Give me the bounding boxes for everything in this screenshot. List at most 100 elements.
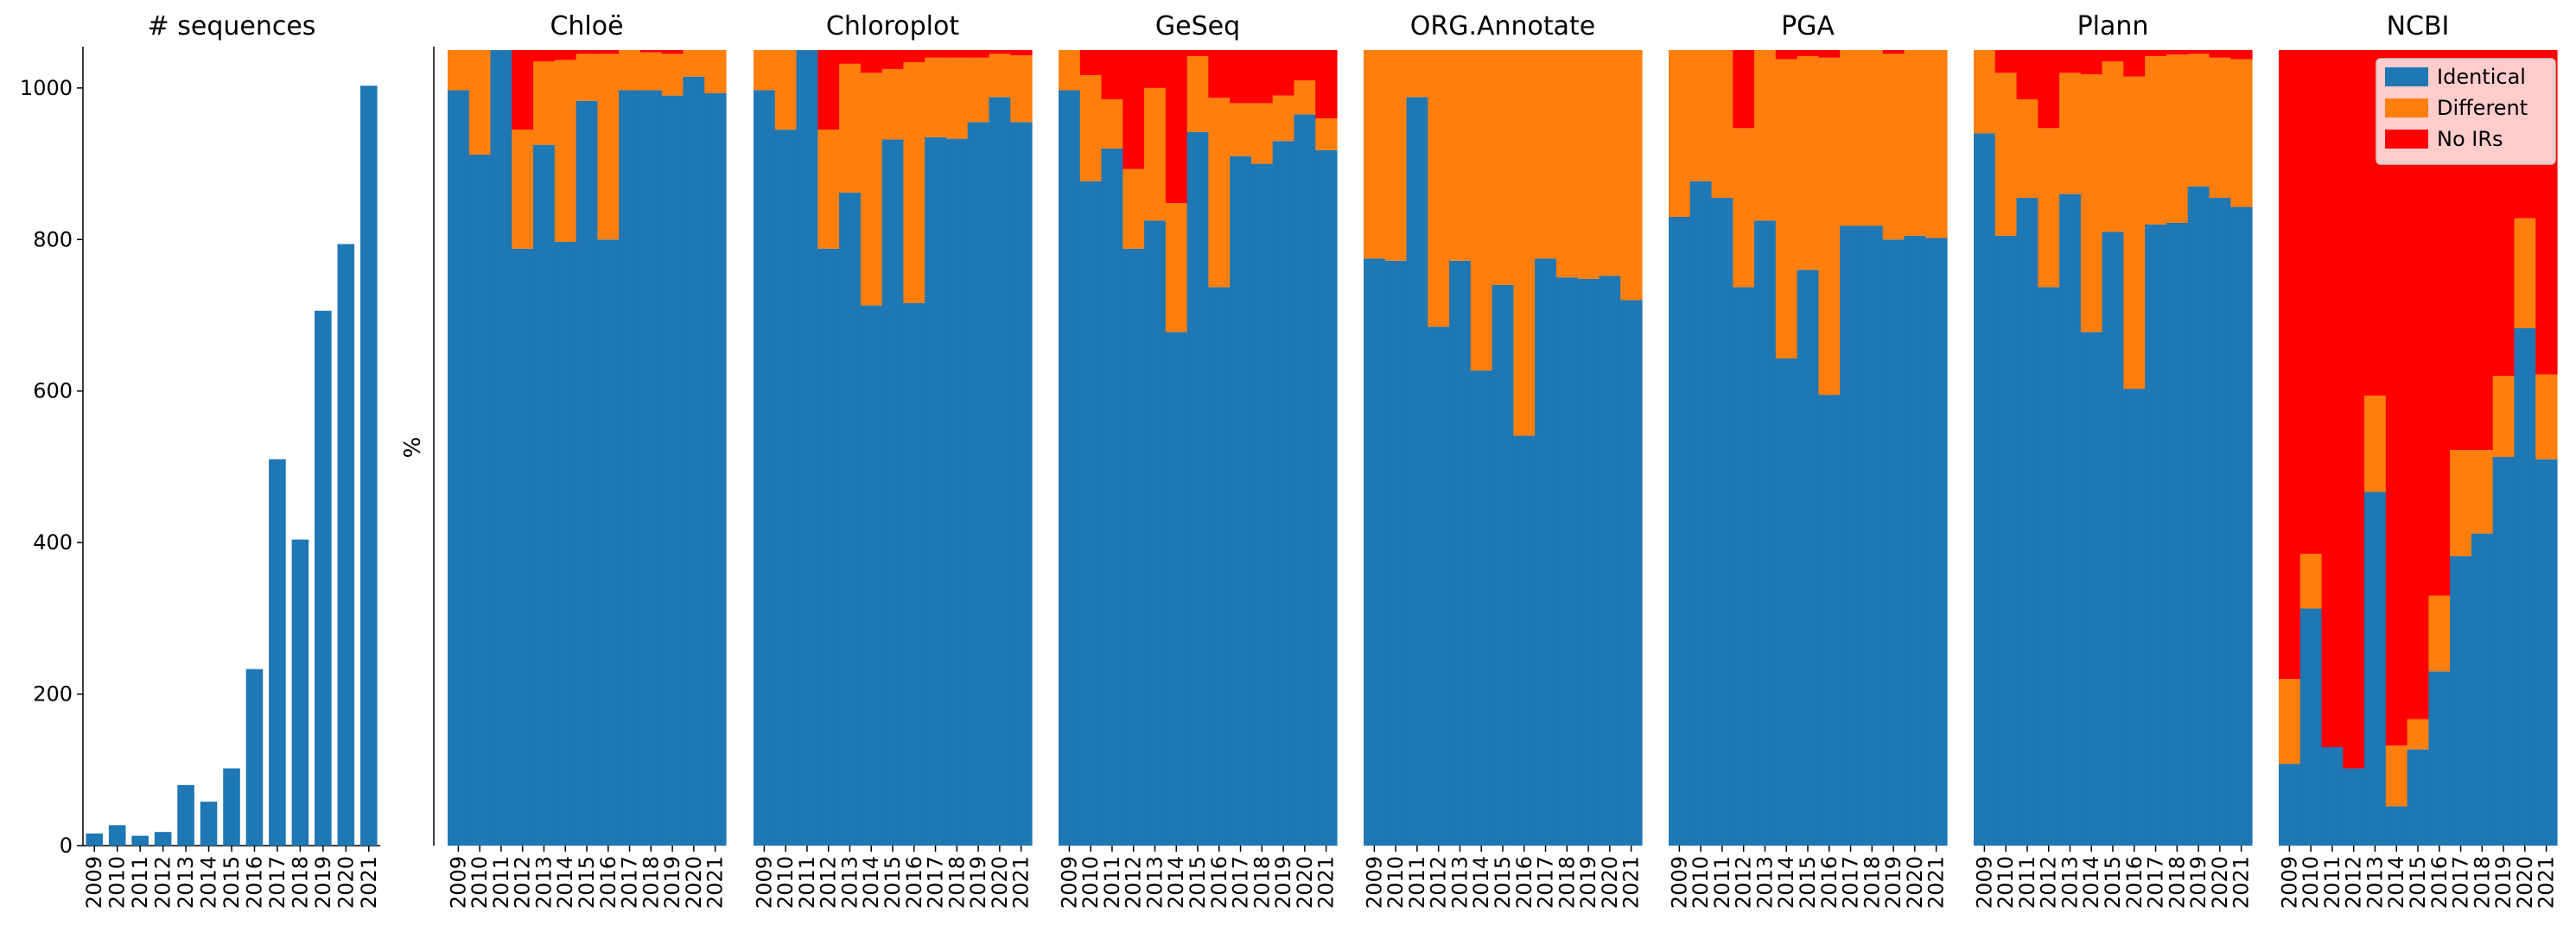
bar-sequences <box>245 669 264 846</box>
bar-different <box>1250 103 1274 164</box>
bar-identical <box>1428 327 1450 846</box>
bar-different <box>817 130 840 249</box>
x-tick-label: 2016 <box>2122 856 2147 909</box>
legend-swatch-no-irs <box>2385 130 2428 149</box>
bar-different <box>1406 50 1428 98</box>
x-tick-label: 2017 <box>1229 856 1253 909</box>
x-tick-label: 2016 <box>1207 856 1231 909</box>
bar-identical <box>2123 389 2146 846</box>
x-tick-label: 2011 <box>2015 856 2039 909</box>
bar-different <box>1470 50 1493 371</box>
y-tick-label: 600 <box>33 379 73 403</box>
bar-identical <box>1775 358 1798 846</box>
bar-different <box>1315 117 1338 150</box>
bar-identical <box>468 155 492 846</box>
bar-sequences <box>86 833 104 846</box>
bar-different <box>1294 80 1316 115</box>
bar-different <box>925 57 947 137</box>
bar-identical <box>1208 287 1231 846</box>
bar-identical <box>1079 181 1103 846</box>
bar-identical <box>967 122 990 846</box>
bar-different <box>774 50 798 130</box>
bar-different <box>1384 50 1408 261</box>
x-tick-label: 2019 <box>660 856 684 909</box>
bar-identical <box>1364 258 1386 846</box>
bar-sequences <box>200 802 218 846</box>
bar-identical <box>2038 287 2060 846</box>
bar-no-irs <box>1272 50 1295 96</box>
bar-different <box>2428 595 2451 672</box>
bar-identical <box>839 192 862 846</box>
bar-identical <box>1406 97 1428 846</box>
x-tick-label: 2013 <box>2058 856 2082 909</box>
bar-identical <box>1577 278 1600 846</box>
legend-label: Identical <box>2437 65 2526 89</box>
bar-no-irs <box>2187 50 2210 54</box>
x-tick-label: 2017 <box>924 856 948 909</box>
panel-title: GeSeq <box>1155 11 1240 41</box>
bar-identical <box>554 241 577 846</box>
bar-no-irs <box>2279 50 2301 680</box>
bar-no-irs <box>2059 50 2082 73</box>
x-tick-label: 2017 <box>2144 856 2168 909</box>
bar-identical <box>1689 181 1713 846</box>
bar-identical <box>1620 300 1643 846</box>
bar-different <box>448 50 470 91</box>
x-tick-label: 2010 <box>2299 856 2323 909</box>
bar-different <box>1754 50 1777 221</box>
bar-identical <box>1010 122 1033 846</box>
x-tick-label: 2021 <box>1619 856 1644 909</box>
bar-different <box>2279 679 2301 764</box>
bar-no-irs <box>881 50 904 69</box>
bar-identical <box>704 92 727 846</box>
x-tick-label: 2014 <box>1774 856 1798 909</box>
bar-different <box>512 130 534 249</box>
bar-different <box>989 54 1011 98</box>
x-tick-label: 2012 <box>2037 856 2061 909</box>
bar-sequences <box>108 825 126 846</box>
x-tick-label: 2018 <box>639 856 663 909</box>
bar-no-irs <box>1123 50 1145 169</box>
x-tick-label: 2016 <box>1817 856 1841 909</box>
x-tick-label: 2021 <box>1009 856 1034 909</box>
x-tick-label: 2018 <box>1860 856 1884 909</box>
bar-different <box>1775 59 1798 358</box>
bar-no-irs <box>1186 50 1209 57</box>
x-tick-label: 2015 <box>1186 856 1210 909</box>
bar-identical <box>1797 269 1819 846</box>
bar-different <box>1513 50 1536 436</box>
panel-title: NCBI <box>2387 11 2450 41</box>
bar-identical <box>1250 163 1274 846</box>
bar-identical <box>1492 284 1514 846</box>
bar-identical <box>1272 141 1295 846</box>
bar-different <box>1079 74 1103 181</box>
x-tick-label: 2010 <box>773 856 798 909</box>
x-tick-label: 2019 <box>2186 856 2210 909</box>
bar-no-irs <box>639 50 663 53</box>
x-tick-label: 2012 <box>511 856 535 909</box>
x-tick-label: 2019 <box>1881 856 1905 909</box>
bar-different <box>683 50 705 77</box>
bar-different <box>1101 99 1123 149</box>
x-tick-label: 2015 <box>2406 856 2430 909</box>
x-tick-label: 2012 <box>817 856 841 909</box>
bar-identical <box>1449 260 1472 846</box>
bar-identical <box>2428 671 2451 846</box>
x-tick-label: 2011 <box>1100 856 1124 909</box>
bar-different <box>2038 128 2060 288</box>
bar-identical <box>945 138 969 846</box>
x-tick-label: 2018 <box>2470 856 2494 909</box>
bar-no-irs <box>554 50 577 60</box>
x-tick-label: 2014 <box>2384 856 2408 909</box>
x-tick-label: 2011 <box>795 856 819 909</box>
bar-different <box>1599 50 1621 276</box>
x-tick-label: 2014 <box>197 856 221 909</box>
x-tick-label: 2009 <box>1057 856 1081 909</box>
bar-identical <box>1818 395 1841 846</box>
bar-different <box>2471 450 2494 534</box>
x-tick-label: 2016 <box>2427 856 2452 909</box>
bar-identical <box>512 248 534 846</box>
bar-identical <box>2080 332 2103 846</box>
bar-different <box>2492 376 2516 458</box>
